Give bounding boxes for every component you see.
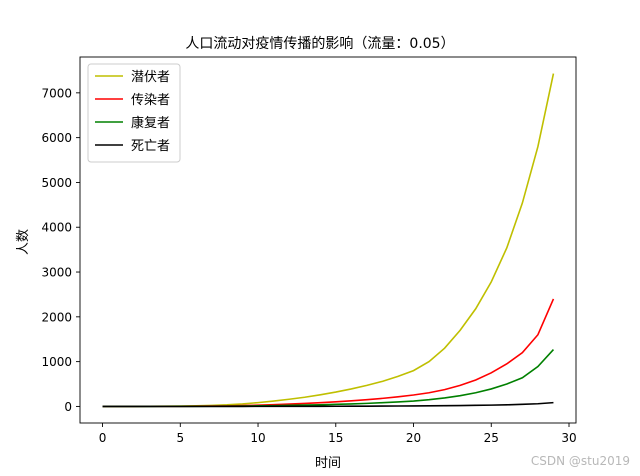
- plot-area: [79, 56, 577, 424]
- legend-label-3: 康复者: [131, 115, 170, 131]
- watermark-text: CSDN @stu2019: [530, 454, 630, 468]
- legend-label-1: 潜伏者: [131, 70, 170, 85]
- series-line-3: [102, 348, 555, 408]
- series-line-4: [102, 401, 554, 408]
- x-axis-label: 时间: [315, 456, 341, 471]
- y-tick-label: 5000: [41, 176, 72, 190]
- x-tick-label: 0: [99, 431, 107, 445]
- y-tick-label: 3000: [41, 266, 72, 280]
- y-tick-label: 0: [64, 400, 72, 414]
- chart-title: 人口流动对疫情传播的影响（流量：0.05）: [185, 36, 454, 52]
- y-tick-label: 4000: [41, 221, 72, 235]
- legend-label-2: 传染者: [131, 93, 170, 108]
- legend-box: [87, 63, 181, 163]
- x-tick-label: 20: [406, 431, 421, 445]
- x-tick-label: 15: [328, 431, 343, 445]
- x-tick-label: 5: [176, 431, 184, 445]
- x-tick-label: 30: [561, 431, 576, 445]
- axis-ticks: 0 5 10 15 20 25 30 0 1000 2000 3000 4000 5000 6000 700…: [41, 86, 576, 445]
- y-tick-label: 7000: [41, 86, 72, 100]
- x-tick-label: 25: [484, 431, 499, 445]
- y-tick-label: 1000: [41, 355, 72, 369]
- y-tick-label: 6000: [41, 131, 72, 145]
- y-tick-label: 2000: [41, 310, 72, 324]
- x-tick-label: 10: [250, 431, 265, 445]
- y-axis-label: 人数: [16, 229, 31, 255]
- axes-frame: [79, 56, 577, 424]
- legend-label-4: 死亡者: [131, 139, 170, 154]
